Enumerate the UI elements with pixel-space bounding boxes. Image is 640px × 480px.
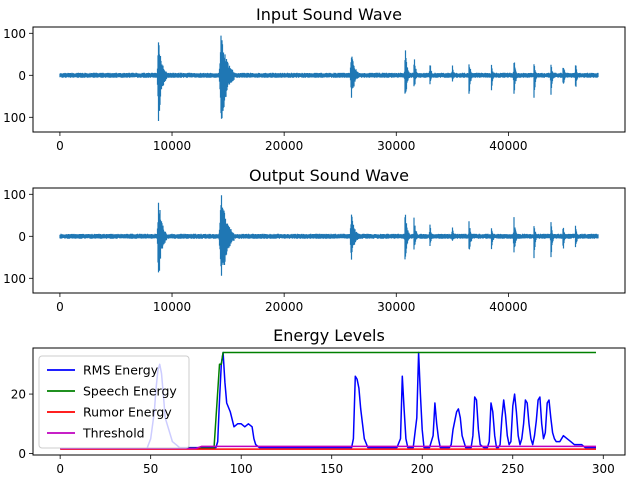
energy-levels-x-tick-label: 200 xyxy=(411,462,434,476)
input-sound-wave-plot-area xyxy=(59,35,599,121)
input-sound-wave-y-tick-label: 100 xyxy=(3,27,26,41)
input-sound-wave-axes-frame xyxy=(32,26,626,133)
output-sound-wave-x-tick-label: 20000 xyxy=(265,300,303,314)
energy-levels-x-tick-label: 0 xyxy=(56,462,64,476)
output-sound-wave-y-tick-label: 0 xyxy=(18,230,26,244)
output-sound-wave-x-tick-label: 40000 xyxy=(489,300,527,314)
energy-levels-panel: Energy Levels RMS Energy Speech Energy Rum… xyxy=(11,326,626,476)
input-sound-wave-x-tick-label: 10000 xyxy=(153,139,191,153)
energy-levels-y-tick-label: 20 xyxy=(11,388,26,402)
output-sound-wave-plot-area xyxy=(59,195,599,276)
energy-levels-x-tick-label: 150 xyxy=(320,462,343,476)
legend-box xyxy=(38,355,190,449)
output-sound-wave-waveform-line xyxy=(59,195,599,276)
output-sound-wave-panel: Output Sound Wave 0 10000 20000 30000 40000 1… xyxy=(3,166,626,314)
input-sound-wave-y-tick-label: 100 xyxy=(3,111,26,125)
output-sound-wave-x-tick-label: 10000 xyxy=(153,300,191,314)
output-sound-wave-y-tick-label: 100 xyxy=(3,272,26,286)
input-sound-wave-x-tick-label: 30000 xyxy=(377,139,415,153)
input-sound-wave-x-tick-label: 0 xyxy=(56,139,64,153)
output-sound-wave-axes-frame xyxy=(32,187,626,294)
energy-levels-x-tick-label: 300 xyxy=(592,462,615,476)
output-sound-wave-x-tick-label: 30000 xyxy=(377,300,415,314)
legend-label-threshold: Threshold xyxy=(82,426,145,441)
input-sound-wave-title: Input Sound Wave xyxy=(256,5,402,24)
output-sound-wave-title: Output Sound Wave xyxy=(249,166,409,185)
output-sound-wave-x-tick-label: 0 xyxy=(56,300,64,314)
input-sound-wave-waveform-line xyxy=(59,35,599,121)
input-sound-wave-x-tick-label: 40000 xyxy=(489,139,527,153)
output-sound-wave-y-tick-label: 100 xyxy=(3,188,26,202)
rms-energy-line xyxy=(60,351,596,449)
legend-label-rumor-energy: Rumor Energy xyxy=(83,405,172,420)
energy-levels-x-tick-label: 100 xyxy=(230,462,253,476)
energy-levels-axes-frame xyxy=(32,347,626,456)
energy-legend: RMS Energy Speech Energy Rumor Energy Thres… xyxy=(38,355,190,449)
energy-levels-y-tick-label: 0 xyxy=(18,447,26,461)
energy-levels-x-tick-label: 50 xyxy=(143,462,158,476)
legend-label-speech-energy: Speech Energy xyxy=(83,384,177,399)
input-sound-wave-y-tick-label: 0 xyxy=(18,69,26,83)
energy-levels-title: Energy Levels xyxy=(273,326,385,345)
input-sound-wave-panel: Input Sound Wave 0 10000 20000 30000 40000 10… xyxy=(3,5,626,153)
legend-label-rms-energy: RMS Energy xyxy=(83,363,159,378)
output-sound-wave-series-group xyxy=(59,195,599,276)
input-sound-wave-series-group xyxy=(59,35,599,121)
input-sound-wave-x-tick-label: 20000 xyxy=(265,139,303,153)
energy-levels-x-tick-label: 250 xyxy=(501,462,524,476)
